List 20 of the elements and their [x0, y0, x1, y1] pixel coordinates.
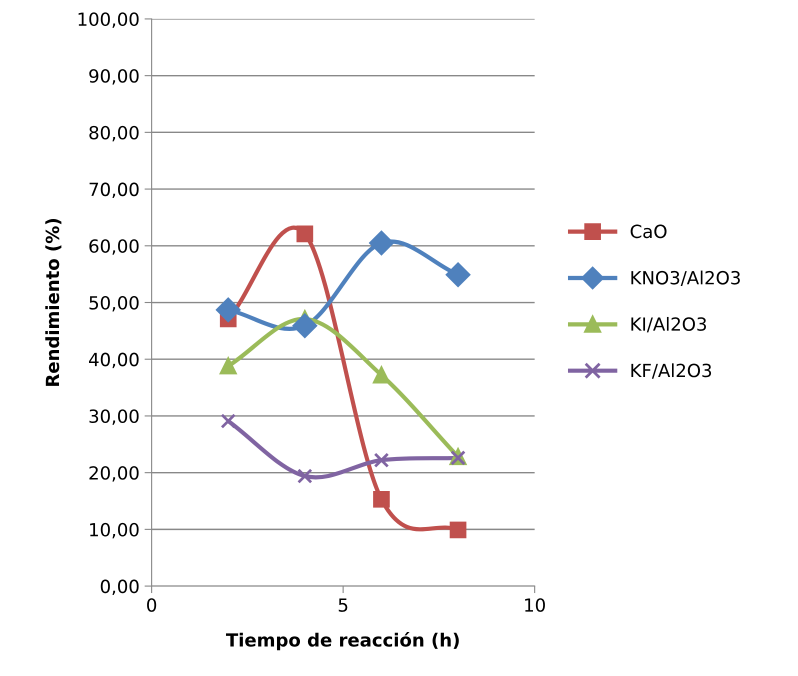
y-tick-label: 70,00: [90, 182, 139, 198]
x-tick-label: 10: [525, 598, 545, 612]
legend-label: KF/Al2O3: [631, 363, 712, 379]
legend-label: KI/Al2O3: [631, 316, 706, 332]
y-tick-label: 100,00: [78, 12, 139, 28]
x-axis-title: Tiempo de reacción (h): [226, 632, 459, 650]
y-tick-label: 10,00: [90, 522, 139, 538]
y-tick-label: 80,00: [89, 126, 139, 142]
x-tick-label: 5: [338, 598, 348, 612]
x-tick-label: 0: [147, 598, 156, 612]
y-tick-label: 90,00: [89, 69, 139, 85]
legend-label: KNO3/Al2O3: [631, 270, 740, 286]
y-tick-label: 0,00: [100, 580, 139, 596]
y-tick-label: 20,00: [89, 466, 139, 482]
y-tick-label: 40,00: [89, 352, 139, 368]
y-axis-title: Rendimiento (%): [45, 218, 62, 386]
y-tick-label: 50,00: [90, 296, 139, 312]
y-tick-label: 30,00: [90, 409, 139, 425]
legend-label: CaO: [630, 224, 667, 238]
y-tick-label: 60,00: [89, 239, 139, 255]
